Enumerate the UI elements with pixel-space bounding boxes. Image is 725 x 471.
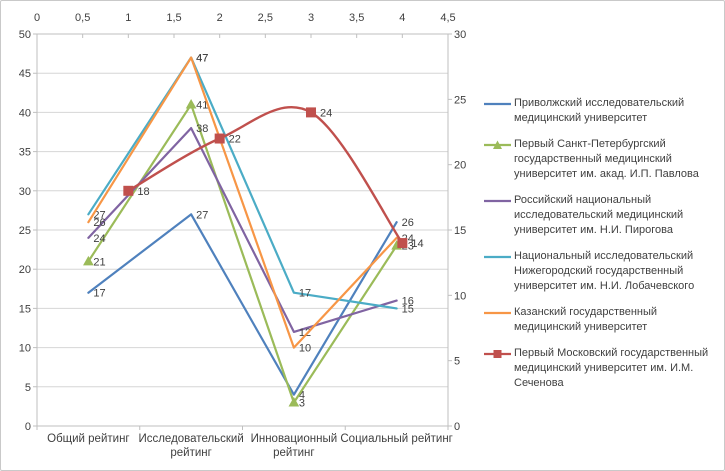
right-axis-tick-label: 25 bbox=[454, 94, 466, 106]
right-axis-tick-label: 20 bbox=[454, 160, 466, 172]
series-line-5 bbox=[127, 106, 404, 245]
legend-item: Первый Санкт-Петербургский государственн… bbox=[484, 137, 722, 182]
square-marker bbox=[123, 185, 134, 196]
data-label: 21 bbox=[93, 256, 105, 268]
left-axis-tick-label: 40 bbox=[19, 107, 31, 119]
legend-square-icon bbox=[484, 350, 511, 358]
top-axis-tick-label: 3 bbox=[308, 12, 314, 24]
left-axis-tick-label: 30 bbox=[19, 186, 31, 198]
top-axis-tick-label: 2 bbox=[217, 12, 223, 24]
legend-item-label: Первый Санкт-Петербургский государственн… bbox=[514, 138, 699, 180]
right-axis-tick-label: 5 bbox=[454, 356, 460, 368]
top-axis-tick-label: 4 bbox=[399, 12, 405, 24]
legend-line-icon bbox=[484, 311, 511, 315]
legend-item-label: Казанский государственный медицинский ун… bbox=[514, 306, 658, 333]
left-axis-tick-label: 35 bbox=[19, 147, 31, 159]
data-label: 41 bbox=[196, 100, 208, 112]
left-axis-tick-label: 10 bbox=[19, 343, 31, 355]
legend-line-icon bbox=[484, 102, 511, 106]
category-label: Общий рейтинг bbox=[47, 433, 130, 445]
top-axis-tick-label: 4,5 bbox=[440, 12, 455, 24]
legend-item-label: Приволжский исследовательский медицински… bbox=[514, 97, 685, 124]
left-axis-tick-label: 15 bbox=[19, 303, 31, 315]
data-label: 22 bbox=[229, 134, 241, 146]
right-axis-tick-label: 15 bbox=[454, 225, 466, 237]
left-axis-tick-label: 5 bbox=[25, 382, 31, 394]
data-label: 15 bbox=[402, 303, 414, 315]
data-label: 27 bbox=[93, 209, 105, 221]
triangle-marker bbox=[185, 99, 197, 109]
data-label: 12 bbox=[299, 327, 311, 339]
legend-item: Приволжский исследовательский медицински… bbox=[484, 96, 722, 126]
legend: Приволжский исследовательский медицински… bbox=[484, 96, 722, 391]
data-label: 16 bbox=[402, 296, 414, 308]
top-axis-tick-label: 1 bbox=[125, 12, 131, 24]
data-label: 10 bbox=[299, 343, 311, 355]
data-label: 17 bbox=[93, 288, 105, 300]
legend-triangle-icon bbox=[484, 140, 511, 149]
series-line-0 bbox=[87, 213, 398, 396]
left-axis-tick-label: 0 bbox=[25, 421, 31, 433]
data-label: 26 bbox=[93, 217, 105, 229]
legend-item: Национальный исследовательский Нижегород… bbox=[484, 249, 722, 294]
data-label: 14 bbox=[411, 238, 423, 250]
legend-line-icon bbox=[484, 255, 511, 259]
left-axis-tick-label: 20 bbox=[19, 264, 31, 276]
data-label: 47 bbox=[196, 53, 208, 65]
legend-line-icon bbox=[484, 199, 511, 203]
top-axis-tick-label: 3,5 bbox=[349, 12, 364, 24]
left-axis-tick-label: 45 bbox=[19, 68, 31, 80]
legend-item: Первый Московский государственный медици… bbox=[484, 346, 722, 391]
data-label: 24 bbox=[93, 233, 105, 245]
data-label: 17 bbox=[299, 288, 311, 300]
series-line-4 bbox=[87, 56, 398, 349]
right-axis-tick-label: 30 bbox=[454, 29, 466, 41]
data-label: 38 bbox=[196, 123, 208, 135]
left-axis-tick-label: 50 bbox=[19, 29, 31, 41]
category-label: Социальный рейтинг bbox=[340, 433, 453, 445]
data-label: 24 bbox=[320, 107, 332, 119]
category-label: Инновационный рейтинг bbox=[250, 433, 338, 459]
legend-item-label: Российский национальный исследовательски… bbox=[514, 194, 684, 236]
data-label: 26 bbox=[402, 217, 414, 229]
data-label: 3 bbox=[299, 397, 305, 409]
data-label: 18 bbox=[137, 186, 149, 198]
legend-item: Казанский государственный медицинский ун… bbox=[484, 305, 722, 335]
top-axis-tick-label: 2,5 bbox=[258, 12, 273, 24]
triangle-marker bbox=[288, 396, 300, 407]
data-label: 27 bbox=[196, 209, 208, 221]
left-axis-tick-label: 25 bbox=[19, 225, 31, 237]
top-axis-tick-label: 0 bbox=[34, 12, 40, 24]
data-label: 47 bbox=[196, 53, 208, 65]
legend-item-label: Первый Московский государственный медици… bbox=[514, 347, 709, 389]
top-axis-tick-label: 1,5 bbox=[166, 12, 181, 24]
right-axis-tick-label: 10 bbox=[454, 290, 466, 302]
legend-item: Российский национальный исследовательски… bbox=[484, 193, 722, 238]
triangle-marker bbox=[83, 255, 94, 266]
top-axis-tick-label: 0,5 bbox=[75, 12, 90, 24]
series-line-3 bbox=[87, 56, 398, 310]
square-marker bbox=[214, 133, 225, 144]
right-axis-tick-label: 0 bbox=[454, 421, 460, 433]
category-label: Исследовательский рейтинг bbox=[138, 433, 244, 459]
data-label: 4 bbox=[299, 390, 305, 402]
square-marker bbox=[306, 107, 316, 118]
legend-item-label: Национальный исследовательский Нижегород… bbox=[514, 250, 695, 292]
square-marker bbox=[397, 238, 408, 249]
